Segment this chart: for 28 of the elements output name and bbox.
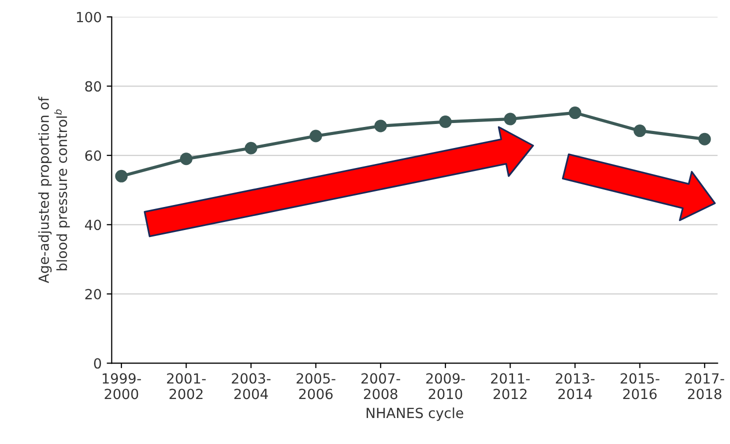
point bbox=[180, 152, 192, 166]
point bbox=[310, 130, 322, 142]
point bbox=[244, 142, 258, 154]
x-tick-label: 2017- 2018 bbox=[685, 373, 724, 400]
x-axis-title: NHANES cycle bbox=[366, 407, 464, 421]
x-tick-label: 2011- 2012 bbox=[491, 373, 530, 400]
x-tick-label: 2007- 2008 bbox=[361, 373, 400, 400]
x-tick-label: 2005- 2006 bbox=[296, 373, 336, 400]
x-tick-label: 2009- 2010 bbox=[426, 373, 465, 400]
point bbox=[634, 124, 646, 138]
y-tick-label: 20 bbox=[85, 288, 102, 300]
y-tick-label: 40 bbox=[84, 220, 102, 230]
point bbox=[698, 132, 711, 146]
y-axis-title: Age-adjusted proportion of blood pressure control$^{b}$ bbox=[38, 96, 70, 284]
x-tick-label: 1999- 2000 bbox=[102, 373, 141, 400]
point bbox=[568, 106, 582, 120]
point bbox=[504, 112, 516, 126]
point bbox=[439, 116, 452, 128]
x-tick-label: 2003- 2004 bbox=[232, 373, 271, 400]
x-tick-label: 2013- 2014 bbox=[556, 373, 595, 400]
point bbox=[374, 120, 387, 132]
y-tick-label: 0 bbox=[94, 358, 102, 369]
point bbox=[115, 170, 128, 182]
y-tick-label: 100 bbox=[76, 12, 102, 22]
x-tick-label: 2001- 2002 bbox=[167, 373, 206, 400]
x-tick-label: 2015- 2016 bbox=[620, 373, 660, 400]
y-tick-label: 60 bbox=[85, 150, 102, 161]
y-tick-label: 80 bbox=[85, 81, 102, 92]
